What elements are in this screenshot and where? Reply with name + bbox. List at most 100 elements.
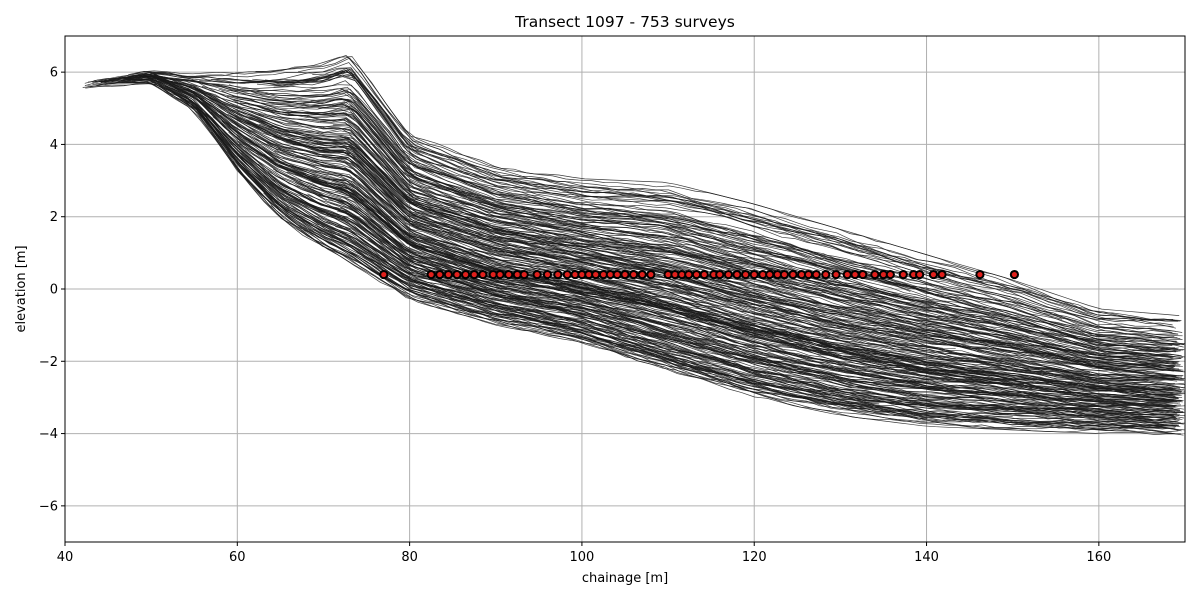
survey-profile-line [240, 102, 1184, 348]
shoreline-marker [732, 269, 742, 280]
shoreline-marker [461, 269, 471, 280]
x-tick-label: 100 [570, 550, 595, 565]
survey-profile-line [258, 62, 1176, 329]
survey-profile-line [119, 81, 1180, 417]
survey-profile-line [195, 106, 1179, 424]
shoreline-marker [379, 269, 389, 280]
shoreline-marker [435, 269, 445, 280]
shoreline-marker [426, 269, 436, 280]
shoreline-marker [1009, 269, 1020, 280]
survey-profile-line [205, 118, 1176, 421]
survey-profile-line [235, 118, 1179, 380]
survey-profile-line [135, 72, 1183, 333]
survey-profile-line [157, 83, 1179, 430]
survey-profile-line [89, 75, 943, 390]
survey-profile-line [168, 84, 1178, 382]
shoreline-marker [803, 269, 814, 280]
x-tick-label: 80 [401, 550, 418, 565]
survey-profile-line [312, 181, 1179, 401]
survey-profile-line [175, 78, 1185, 346]
survey-profile-line [320, 165, 1135, 381]
survey-profile-line [172, 92, 1181, 435]
shoreline-marker [591, 269, 601, 280]
survey-profile-line [99, 78, 1185, 373]
survey-profile-line [303, 229, 1105, 425]
shoreline-marker [637, 269, 647, 280]
shoreline-marker [885, 269, 895, 280]
shoreline-marker [842, 269, 852, 280]
survey-profile-line [332, 123, 1173, 351]
survey-profile-line [194, 107, 1178, 426]
x-tick-label: 140 [914, 550, 939, 565]
survey-profile-line [255, 55, 1174, 321]
shoreline-marker [975, 269, 985, 280]
shoreline-marker [620, 269, 630, 280]
survey-profile-line [100, 79, 1174, 417]
x-tick-label: 60 [229, 550, 246, 565]
y-tick-label: −6 [39, 499, 58, 514]
y-tick-label: −4 [39, 427, 58, 442]
survey-profile-line [211, 72, 1181, 322]
survey-profile-line [226, 99, 1183, 358]
survey-profile-line [293, 118, 1173, 355]
survey-profile-line [201, 107, 1184, 402]
x-tick-label: 40 [57, 550, 74, 565]
shoreline-marker [915, 269, 925, 280]
y-tick-label: 4 [50, 138, 58, 153]
shoreline-marker [646, 269, 656, 280]
y-axis-label: elevation [m] [14, 245, 29, 332]
survey-profile-line [310, 94, 1177, 342]
shoreline-marker [519, 269, 529, 280]
survey-profile-line [234, 100, 1178, 352]
shoreline-marker [532, 269, 542, 280]
shoreline-marker [504, 269, 514, 280]
y-tick-label: −2 [39, 355, 58, 370]
survey-profile-line [113, 80, 1161, 411]
shoreline-marker [684, 269, 694, 280]
shoreline-marker [443, 269, 453, 280]
survey-profile-line [237, 98, 1181, 351]
survey-profile-line [104, 81, 1178, 416]
survey-profile-line [151, 73, 1173, 358]
survey-profile-line [227, 117, 900, 341]
survey-profile-line [247, 71, 1179, 335]
survey-profile-line [258, 123, 1177, 371]
survey-profile-line [255, 138, 1173, 390]
survey-profile-line [204, 111, 1174, 402]
shoreline-marker [898, 269, 908, 280]
survey-profile-line [300, 183, 1012, 385]
survey-profile-line [273, 74, 1179, 335]
survey-profile-line [124, 74, 1185, 345]
survey-profile-line [133, 78, 1181, 396]
survey-profile-line [100, 75, 1174, 358]
shoreline-marker [469, 269, 479, 280]
survey-profile-line [238, 140, 1182, 393]
survey-profile-line [87, 83, 1174, 389]
survey-profile-line [148, 79, 989, 424]
survey-profile-line [299, 224, 1179, 435]
survey-profile-line [326, 221, 1180, 415]
survey-profile-line [286, 141, 1023, 353]
survey-profile-line [337, 210, 1178, 403]
survey-profile-line [241, 152, 1185, 407]
survey-profile-line [154, 79, 1176, 419]
y-tick-label: 2 [50, 210, 58, 225]
survey-profile-line [111, 76, 1185, 385]
shoreline-marker [495, 269, 505, 280]
x-tick-label: 160 [1086, 550, 1111, 565]
y-tick-label: 0 [50, 283, 58, 298]
shoreline-marker [452, 269, 462, 280]
survey-profile-line [237, 111, 1182, 373]
shoreline-marker [831, 269, 841, 280]
survey-profile-line [284, 168, 1177, 399]
shoreline-marker [553, 269, 563, 280]
survey-profiles [82, 55, 1185, 436]
survey-profile-line [265, 130, 1183, 367]
survey-profile-line [199, 70, 1182, 321]
y-tick-label: 6 [50, 66, 58, 81]
shoreline-marker [765, 269, 775, 280]
shoreline-marker [811, 269, 821, 280]
x-tick-label: 120 [742, 550, 767, 565]
survey-profile-line [292, 144, 1185, 381]
